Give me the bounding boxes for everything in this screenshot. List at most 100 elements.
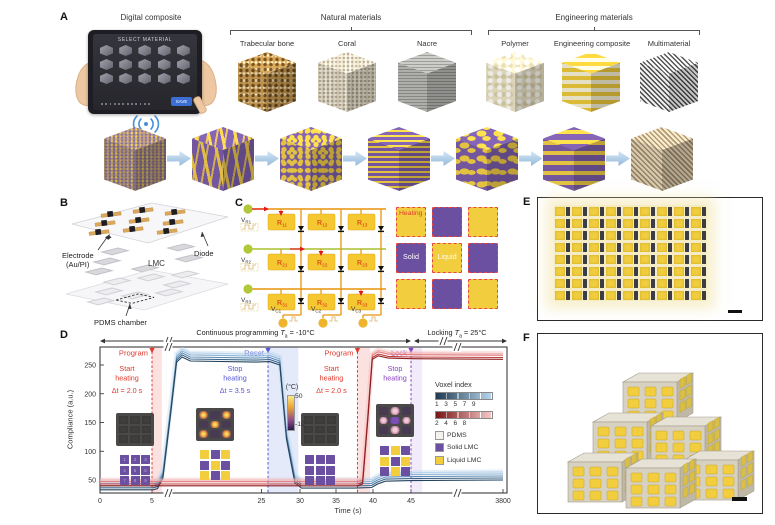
svg-text:250: 250 — [84, 363, 96, 370]
voxel-pattern-inset — [305, 455, 335, 485]
voxel-unit — [656, 241, 673, 253]
legend-swatch — [435, 430, 444, 440]
svg-text:R11: R11 — [277, 220, 287, 229]
electrode-array — [88, 206, 186, 236]
voxel-unit — [656, 205, 673, 217]
liquid-voxel-cell — [468, 279, 498, 309]
solid-voxel-cell — [468, 243, 498, 273]
panel-b-label: B — [60, 197, 68, 209]
material-thumbnail — [176, 73, 190, 84]
panel-a-label: A — [60, 11, 68, 23]
panel-d-chart: D Compliance (a.u.) Time (s) Continuous … — [58, 328, 520, 525]
voxel-unit — [622, 289, 639, 301]
material-thumbnail — [119, 59, 133, 70]
material-cube-engcomp — [562, 52, 620, 112]
voxel-unit — [673, 229, 690, 241]
composite-cube-mix-coral — [280, 127, 342, 191]
svg-text:100: 100 — [84, 449, 96, 456]
voxel-unit — [588, 229, 605, 241]
thermal-image-inset — [116, 413, 154, 446]
stacked-modules-photo-frame — [537, 333, 763, 514]
svg-text:heating: heating — [223, 374, 247, 383]
svg-text:3800: 3800 — [495, 498, 511, 505]
voxel-unit — [554, 229, 571, 241]
engineering-materials-bracket — [488, 27, 700, 37]
svg-text:heating: heating — [383, 374, 407, 383]
material-thumbnail — [138, 73, 152, 84]
voxel-unit — [656, 229, 673, 241]
svg-text:Start: Start — [119, 364, 134, 373]
voxel-unit — [588, 217, 605, 229]
voxel-unit — [690, 253, 707, 265]
voxel-unit — [571, 277, 588, 289]
voxel-unit — [690, 277, 707, 289]
voxel-unit — [639, 253, 656, 265]
voxel-unit — [622, 205, 639, 217]
condition-span-label: Locking Ta = 25°C — [427, 328, 487, 340]
svg-text:0: 0 — [98, 498, 102, 505]
svg-text:Δt = 2.0 s: Δt = 2.0 s — [316, 386, 347, 395]
addressing-circuit-diagram: R11 R12 R13 R21 R22 R23 R31 R32 R33 VR1 VR2 VR3 VC1 V… — [240, 204, 386, 328]
flow-arrow-icon — [343, 151, 367, 166]
svg-text:40: 40 — [369, 498, 377, 505]
x-axis-title: Time (s) — [334, 506, 362, 515]
heater-resistor — [347, 253, 376, 271]
voxel-unit — [571, 265, 588, 277]
material-thumbnail — [138, 45, 152, 56]
material-thumbnail — [138, 59, 152, 70]
wireless-signal-icon — [132, 115, 160, 133]
solid-voxel-cell — [396, 243, 426, 273]
voxel-unit — [690, 229, 707, 241]
thermal-image-inset — [301, 413, 339, 446]
legend-title: Voxel index — [435, 380, 472, 389]
row-voltage-node — [243, 284, 253, 294]
colorbar-max: 50 — [295, 393, 303, 400]
svg-text:Δt = 2.0 s: Δt = 2.0 s — [112, 386, 143, 395]
pagination-dots — [101, 103, 151, 105]
composite-cube-mix-speckle — [104, 127, 166, 191]
condition-span-label: Continuous programming Ta = -10°C — [196, 328, 315, 340]
legend-swatch — [435, 455, 444, 465]
material-name-trabecular-bone: Trabecular bone — [239, 39, 295, 48]
voxel-unit — [690, 289, 707, 301]
panel-c-label: C — [235, 197, 243, 209]
svg-text:VR2: VR2 — [241, 257, 252, 265]
solid-state-label: Solid — [403, 252, 419, 261]
voxel-unit — [605, 229, 622, 241]
solid-voxel-cell — [432, 279, 462, 309]
voxel-unit — [690, 265, 707, 277]
voxel-unit — [673, 205, 690, 217]
voxel-unit — [656, 289, 673, 301]
scale-bar — [732, 497, 747, 501]
voxel-unit — [588, 265, 605, 277]
material-name-coral: Coral — [338, 39, 356, 48]
svg-text:Reset: Reset — [244, 349, 265, 358]
svg-text:R21: R21 — [277, 260, 288, 269]
device-exploded-schematic: LMC Electrode (Au/PI) Diode PDMS chamber — [62, 202, 229, 327]
material-cube-polymer — [486, 52, 544, 112]
voxel-unit — [639, 277, 656, 289]
voxel-unit — [571, 241, 588, 253]
voxel-unit — [639, 265, 656, 277]
solid-voxel-cell — [432, 207, 462, 237]
voxel-module-block — [621, 372, 695, 423]
engineering-materials-group-label: Engineering materials — [555, 13, 633, 22]
composite-cube-mix-nacre — [368, 127, 430, 191]
temperature-colorbar — [287, 395, 295, 431]
flow-arrow-icon — [518, 151, 543, 166]
voxel-unit — [656, 277, 673, 289]
composite-cube-mix-trab — [192, 127, 254, 191]
voxel-unit — [673, 289, 690, 301]
panel-d-label: D — [60, 329, 68, 341]
svg-text:heating: heating — [115, 374, 139, 383]
voxel-unit — [690, 205, 707, 217]
diode-annotation: Diode — [194, 249, 214, 258]
row-voltage-node — [243, 204, 253, 214]
save-button: SAVE — [171, 97, 192, 106]
flow-arrow-icon — [431, 151, 455, 166]
material-thumbnail — [119, 45, 133, 56]
colorbar-min: -10 — [295, 421, 305, 428]
legend-item: Solid LMC — [435, 443, 511, 452]
compliance-trace — [100, 355, 504, 487]
voxel-unit — [554, 217, 571, 229]
